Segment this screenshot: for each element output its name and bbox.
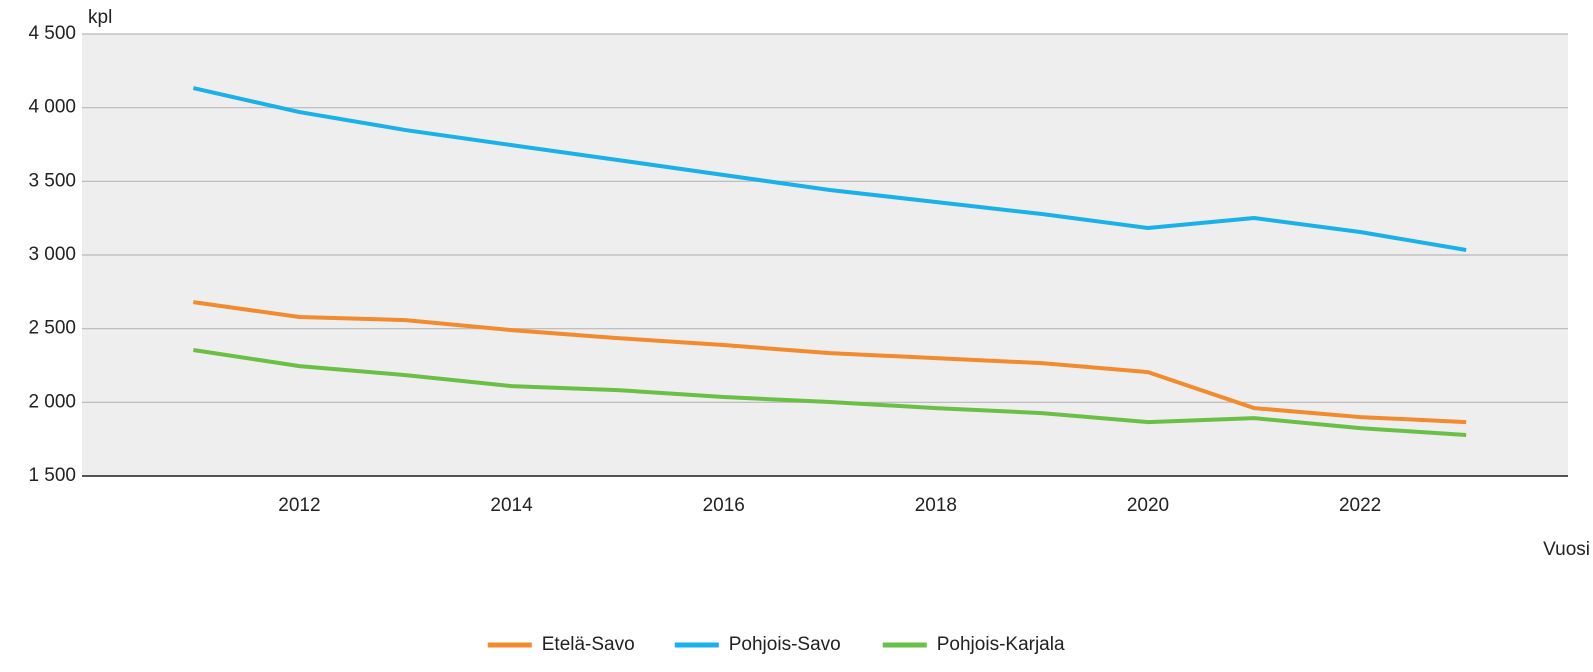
y-tick-label: 4 000 (28, 97, 76, 118)
x-axis-label: Vuosi (1543, 539, 1590, 560)
y-tick-label: 1 500 (28, 465, 76, 486)
x-tick-label: 2018 (915, 495, 957, 516)
series-line (193, 348, 1467, 438)
legend-label: Pohjois-Karjala (937, 634, 1065, 655)
x-tick-label: 2012 (278, 495, 320, 516)
y-tick-label: 2 000 (28, 391, 76, 412)
y-tick-label: 4 500 (28, 23, 76, 44)
y-tick-label: 3 000 (28, 244, 76, 265)
x-tick-label: 2022 (1339, 495, 1381, 516)
x-tick-label: 2020 (1127, 495, 1169, 516)
y-tick-label: 3 500 (28, 170, 76, 191)
legend-label: Pohjois-Savo (729, 634, 841, 655)
y-axis-label: kpl (88, 7, 112, 28)
y-tick-label: 2 500 (28, 318, 76, 339)
series-line (193, 300, 1467, 425)
series-line (192, 86, 1467, 252)
legend-label: Etelä-Savo (542, 634, 635, 655)
x-tick-label: 2014 (490, 495, 533, 516)
x-tick-label: 2016 (703, 495, 745, 516)
